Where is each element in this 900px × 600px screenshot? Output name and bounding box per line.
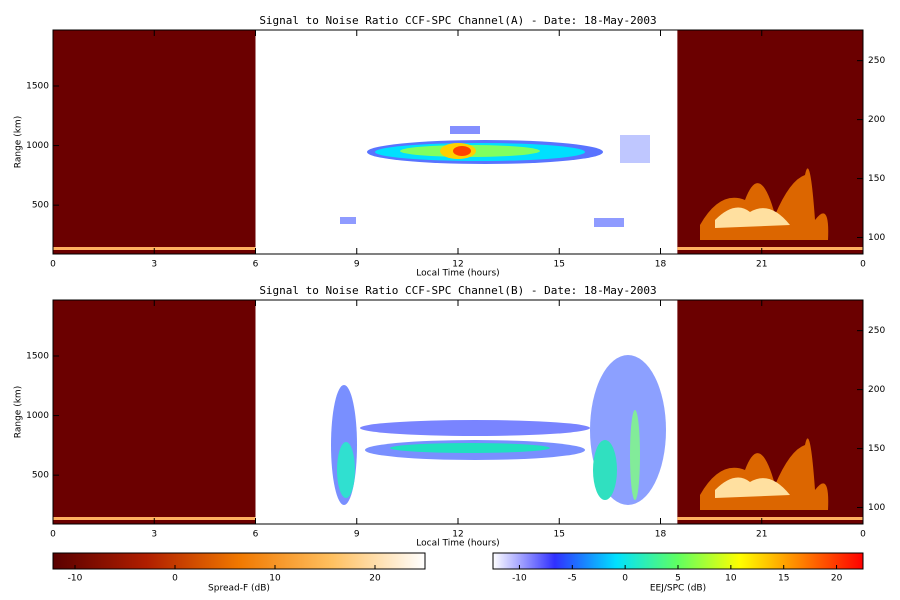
y2-tick-label: 100 [868, 233, 885, 243]
colorbar-tick-label: 0 [622, 574, 628, 584]
y-axis-label: Range (km) [14, 386, 24, 438]
y-tick-label: 1000 [26, 411, 49, 421]
y2-tick-label: 200 [868, 115, 885, 125]
x-axis-label: Local Time (hours) [416, 269, 499, 279]
x-tick-label: 3 [151, 530, 157, 540]
spread-f-window [53, 30, 256, 254]
colorbar-tick-label: 10 [725, 574, 737, 584]
colorbar-tick-label: 10 [269, 574, 281, 584]
x-tick-label: 18 [655, 530, 667, 540]
y2-tick-label: 150 [868, 174, 885, 184]
colorbar [52, 552, 426, 570]
colorbar-label: EEJ/SPC (dB) [650, 584, 706, 594]
x-tick-label: 12 [452, 530, 463, 540]
y-tick-label: 1000 [26, 141, 49, 151]
spread-f-baseline [677, 247, 863, 250]
colorbar-tick-label: 20 [369, 574, 381, 584]
x-tick-label: 9 [354, 530, 360, 540]
colorbar-tick-label: -5 [568, 574, 577, 584]
spread-f-window [53, 300, 256, 524]
x-tick-label: 12 [452, 260, 463, 270]
y2-tick-label: 200 [868, 385, 885, 395]
colorbar-tick-label: 0 [172, 574, 178, 584]
x-axis-label: Local Time (hours) [416, 539, 499, 549]
echo-decoration [331, 126, 829, 510]
x-tick-label: 0 [860, 260, 866, 270]
x-tick-label: 15 [554, 260, 565, 270]
x-tick-label: 0 [860, 530, 866, 540]
colorbar-label: Spread-F (dB) [208, 584, 270, 594]
y-tick-label: 1500 [26, 82, 49, 92]
y2-tick-label: 100 [868, 503, 885, 513]
y2-tick-label: 150 [868, 444, 885, 454]
x-tick-label: 3 [151, 260, 157, 270]
y-axis-label: Range (km) [14, 116, 24, 168]
x-tick-label: 6 [253, 260, 259, 270]
x-tick-label: 15 [554, 530, 565, 540]
colorbar-tick-label: 20 [831, 574, 843, 584]
spread-f-baseline [677, 517, 863, 520]
colorbar-tick-label: -10 [512, 574, 527, 584]
y-tick-label: 500 [32, 201, 49, 211]
y-tick-label: 500 [32, 471, 49, 481]
colorbar-tick-label: 15 [778, 574, 789, 584]
colorbar-tick-label: 5 [675, 574, 681, 584]
x-tick-label: 21 [756, 530, 767, 540]
x-tick-label: 0 [50, 260, 56, 270]
y2-tick-label: 250 [868, 56, 885, 66]
x-tick-label: 18 [655, 260, 667, 270]
x-tick-label: 6 [253, 530, 259, 540]
x-tick-label: 0 [50, 530, 56, 540]
x-tick-label: 9 [354, 260, 360, 270]
y2-tick-label: 250 [868, 326, 885, 336]
x-tick-label: 21 [756, 260, 767, 270]
panel-title: Signal to Noise Ratio CCF-SPC Channel(B)… [259, 284, 656, 297]
y-tick-label: 1500 [26, 352, 49, 362]
panel-title: Signal to Noise Ratio CCF-SPC Channel(A)… [259, 14, 656, 27]
colorbar-tick-label: -10 [68, 574, 83, 584]
